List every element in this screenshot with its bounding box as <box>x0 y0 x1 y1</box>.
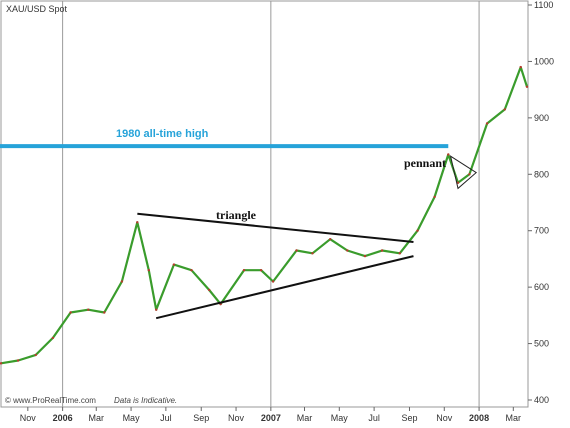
price-point <box>416 229 419 232</box>
price-point <box>190 269 193 272</box>
price-point <box>503 108 506 111</box>
indicative-note: Data is Indicative. <box>114 396 177 405</box>
price-point <box>51 336 55 340</box>
x-tick-label: Mar <box>297 413 313 423</box>
plot-frame <box>0 0 529 408</box>
triangle-label: triangle <box>216 208 257 222</box>
triangle-upper-line <box>137 212 414 243</box>
price-point <box>363 254 367 258</box>
price-point <box>398 252 401 255</box>
y-tick-label: 600 <box>534 282 549 292</box>
price-point <box>136 221 139 224</box>
x-tick-label: May <box>123 413 141 423</box>
x-axis: Nov 2006 Mar May Jul Sep Nov 2007 Mar May Jul Sep No… <box>20 407 521 423</box>
price-point <box>69 311 72 314</box>
y-axis: 1100 1000 900 800 700 600 500 400 <box>528 0 554 405</box>
price-point <box>172 263 176 266</box>
price-point <box>271 280 275 283</box>
price-point <box>103 311 106 314</box>
x-tick-label: 2008 <box>469 413 489 423</box>
y-tick-label: 800 <box>534 169 549 179</box>
price-point <box>0 362 3 365</box>
price-series <box>0 65 529 365</box>
price-point <box>259 269 263 272</box>
price-point <box>311 252 314 255</box>
price-point <box>468 173 471 176</box>
x-tick-label: 2007 <box>261 413 281 423</box>
price-point <box>519 65 522 69</box>
x-tick-label: Jul <box>160 413 172 423</box>
y-tick-label: 1100 <box>534 0 553 10</box>
y-tick-label: 700 <box>534 226 549 236</box>
price-point <box>295 249 298 252</box>
chart-title: XAU/USD Spot <box>6 4 68 14</box>
x-tick-label: Jul <box>368 413 380 423</box>
x-tick-label: Nov <box>20 413 37 423</box>
x-tick-label: Sep <box>193 413 209 423</box>
year-separators <box>62 1 480 407</box>
credit-text: © www.ProRealTime.com <box>5 396 96 405</box>
price-point <box>208 288 211 292</box>
pennant-shape <box>449 155 478 190</box>
price-point <box>447 153 450 156</box>
price-point <box>433 195 436 199</box>
chart-annotations: 1980 all-time high triangle pennant <box>0 128 478 320</box>
price-point <box>242 269 246 272</box>
x-tick-label: Mar <box>89 413 105 423</box>
price-point <box>120 280 124 283</box>
triangle-lower-line <box>155 255 414 320</box>
price-point <box>329 238 332 241</box>
x-tick-label: May <box>331 413 349 423</box>
y-tick-label: 900 <box>534 113 549 123</box>
all-time-high-label: 1980 all-time high <box>116 128 209 140</box>
price-point <box>456 181 460 184</box>
x-tick-label: Sep <box>401 413 417 423</box>
price-point <box>147 269 150 272</box>
y-tick-label: 1000 <box>534 56 554 66</box>
price-point <box>346 249 349 252</box>
price-point <box>34 353 37 357</box>
y-tick-label: 400 <box>534 395 549 405</box>
price-point <box>485 122 489 125</box>
price-point <box>525 85 529 89</box>
pennant-label: pennant <box>404 156 446 170</box>
x-tick-label: 2006 <box>53 413 73 423</box>
x-tick-label: Mar <box>506 413 522 423</box>
price-point <box>380 249 384 252</box>
price-point <box>87 308 90 311</box>
price-point <box>155 308 158 311</box>
x-tick-label: Nov <box>228 413 245 423</box>
x-tick-label: Nov <box>436 413 453 423</box>
price-line <box>0 66 529 365</box>
price-point <box>16 359 20 362</box>
y-tick-label: 500 <box>534 339 549 349</box>
